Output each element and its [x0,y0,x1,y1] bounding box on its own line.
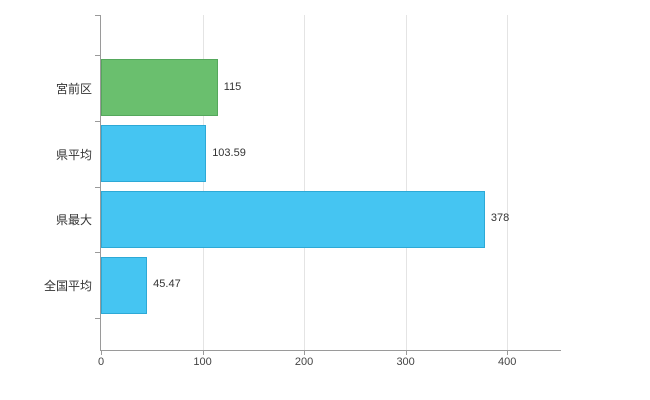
gridline [202,15,204,350]
bar [101,59,218,117]
x-axis-tick-label: 200 [294,356,314,368]
y-axis-tick [95,252,100,254]
y-axis-tick [95,120,100,122]
category-label: 県最大 [55,213,92,228]
gridline [507,15,509,350]
gridline [405,15,407,350]
x-axis-tick [202,350,204,355]
y-axis-tick [95,15,100,16]
x-axis-tick-label: 100 [193,356,212,368]
x-axis-tick [405,350,407,355]
x-axis-tick [507,350,509,355]
plot-area: 0 100 200 300 400 115 103.59 378 45.47 [95,15,561,368]
category-label: 全国平均 [43,279,92,294]
bar-value-label: 115 [223,80,242,93]
x-axis-tick [101,350,102,355]
y-axis-tick [95,186,100,188]
bar [101,256,148,314]
bar [101,190,485,248]
category-label: 宮前区 [55,81,92,96]
x-axis-tick-label: 400 [497,356,517,368]
bar-value-label: 378 [490,212,510,225]
x-axis-tick [304,350,306,355]
y-axis-tick [95,55,100,56]
x-axis-tick-label: 0 [97,356,105,368]
x-axis-tick-label: 300 [396,356,415,368]
category-label: 県平均 [55,147,92,162]
bar-value-label: 45.47 [153,278,181,291]
y-axis-tick [95,318,100,319]
gridline [304,15,306,350]
bar [101,125,207,183]
bar-value-label: 103.59 [212,146,246,159]
